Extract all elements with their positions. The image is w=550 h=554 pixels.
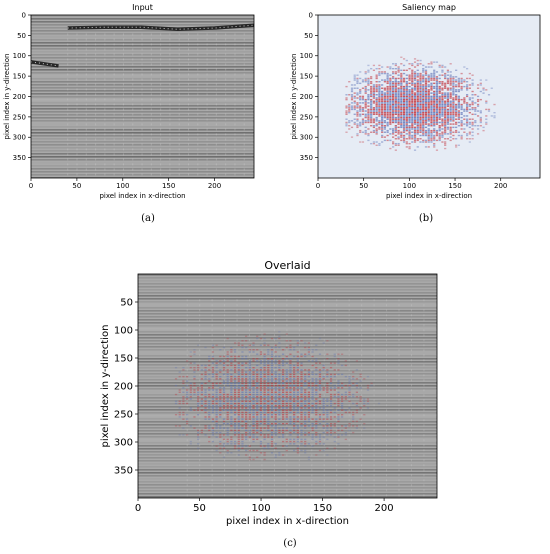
y-tick-label: 100	[114, 326, 133, 337]
x-tick-label: 50	[193, 503, 206, 514]
y-tick-label: 250	[300, 113, 313, 121]
chart-title: Input	[132, 3, 153, 12]
y-tick-label: 0	[22, 11, 26, 19]
y-tick-label: 350	[300, 154, 313, 162]
chart-panel-3: 0 50 100 150 200 50 100 150 200 250 300 350 Overlaid…	[100, 259, 438, 549]
y-tick-label: 150	[114, 354, 133, 365]
y-tick-label: 300	[13, 134, 26, 142]
y-axis-label: pixel index in y-direction	[100, 325, 111, 448]
y-tick-label: 250	[13, 113, 26, 121]
reflector-1	[67, 23, 254, 32]
y-tick-label: 200	[114, 382, 133, 393]
x-tick-label: 200	[208, 182, 221, 190]
y-tick-label: 150	[13, 73, 26, 81]
y-tick-label: 300	[300, 134, 313, 142]
x-tick-label: 100	[251, 503, 270, 514]
x-tick-label: 0	[316, 182, 320, 190]
x-axis-label: pixel index in x-direction	[386, 192, 472, 200]
y-tick-label: 200	[300, 93, 313, 101]
x-tick-label: 50	[72, 182, 81, 190]
x-tick-label: 100	[116, 182, 129, 190]
panel-caption: (c)	[283, 538, 297, 549]
x-tick-label: 150	[313, 503, 332, 514]
panel-caption: (b)	[419, 213, 433, 224]
x-tick-label: 0	[29, 182, 33, 190]
y-tick-label: 50	[120, 298, 133, 309]
x-tick-label: 0	[135, 503, 141, 514]
y-tick-label: 300	[114, 438, 133, 449]
x-tick-label: 50	[359, 182, 368, 190]
x-tick-label: 150	[448, 182, 461, 190]
y-tick-label: 350	[114, 466, 133, 477]
y-tick-label: 0	[309, 11, 313, 19]
x-tick-label: 200	[494, 182, 507, 190]
x-tick-label: 150	[162, 182, 175, 190]
y-axis-label: pixel index in y-direction	[3, 54, 11, 140]
x-axis-label: pixel index in x-direction	[99, 192, 185, 200]
heatmap-image	[138, 274, 437, 498]
chart-title: Saliency map	[402, 3, 456, 12]
y-tick-label: 100	[13, 52, 26, 60]
x-tick-label: 200	[375, 503, 394, 514]
y-tick-label: 350	[13, 154, 26, 162]
y-tick-label: 250	[114, 410, 133, 421]
x-axis-label: pixel index in x-direction	[226, 516, 349, 527]
y-tick-label: 200	[13, 93, 26, 101]
heatmap-image	[31, 15, 254, 178]
y-tick-label: 100	[300, 52, 313, 60]
y-tick-label: 50	[17, 32, 26, 40]
chart-title: Overlaid	[264, 259, 310, 272]
y-tick-label: 150	[300, 73, 313, 81]
chart-panel-1: 0 50 100 150 200 0 50 100 150 200 250 300 350 Input pi…	[3, 3, 255, 224]
heatmap-image	[318, 15, 540, 178]
chart-panel-2: 0 50 100 150 200 0 50 100 150 200 250 300 350 Salienc…	[290, 3, 541, 224]
y-axis-label: pixel index in y-direction	[290, 54, 298, 140]
x-tick-label: 100	[403, 182, 416, 190]
panel-caption: (a)	[141, 213, 155, 224]
y-tick-label: 50	[304, 32, 313, 40]
